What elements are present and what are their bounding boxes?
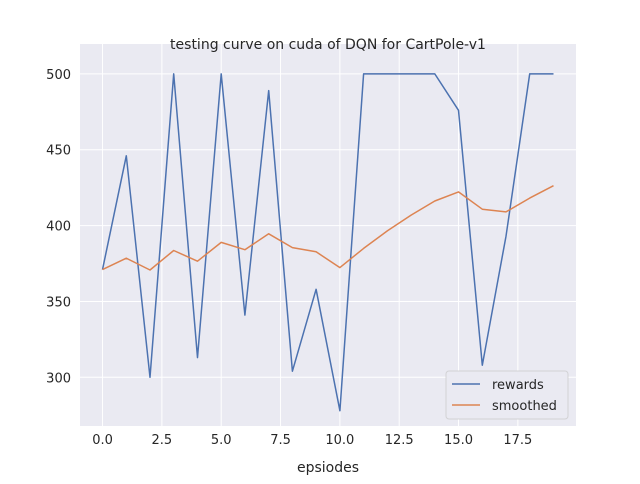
y-tick-label: 350 bbox=[46, 295, 71, 310]
legend-label-rewards: rewards bbox=[492, 378, 544, 393]
y-tick-label: 450 bbox=[46, 144, 71, 159]
y-tick-label: 400 bbox=[46, 220, 71, 235]
x-axis-label: epsiodes bbox=[297, 460, 359, 476]
x-tick-label: 7.5 bbox=[270, 433, 291, 448]
x-tick-label: 15.0 bbox=[444, 433, 473, 448]
chart-title: testing curve on cuda of DQN for CartPol… bbox=[170, 37, 486, 53]
x-tick-label: 0.0 bbox=[92, 433, 113, 448]
x-tick-label: 2.5 bbox=[152, 433, 173, 448]
x-tick-label: 5.0 bbox=[211, 433, 232, 448]
x-tick-label: 17.5 bbox=[503, 433, 532, 448]
x-tick-label: 10.0 bbox=[325, 433, 354, 448]
legend-label-smoothed: smoothed bbox=[492, 399, 557, 414]
y-tick-label: 300 bbox=[46, 371, 71, 386]
x-tick-label: 12.5 bbox=[385, 433, 414, 448]
plot-area bbox=[80, 44, 576, 426]
legend: rewards smoothed bbox=[446, 371, 568, 419]
y-tick-label: 500 bbox=[46, 68, 71, 83]
